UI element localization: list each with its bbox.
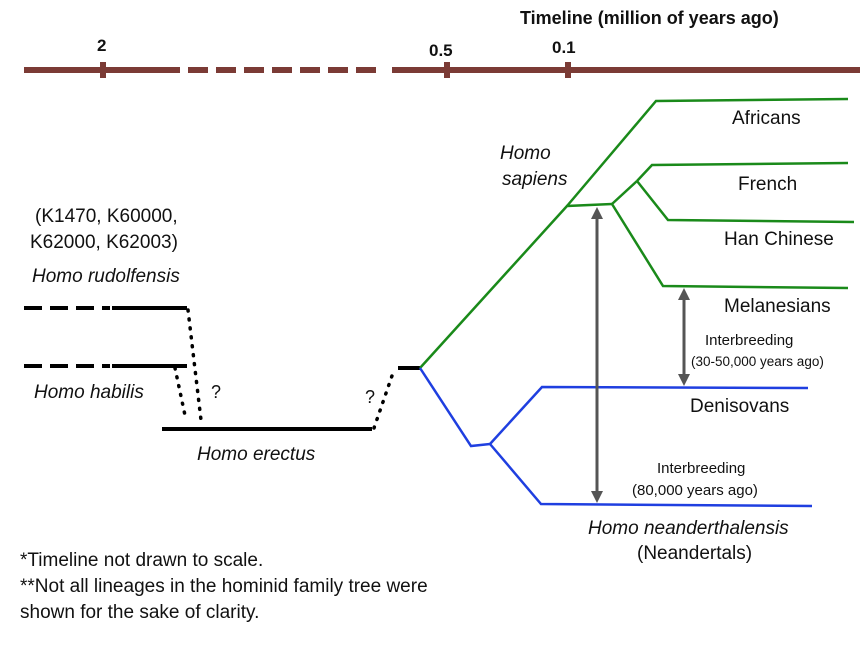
timeline-tick-label-0-1: 0.1 — [552, 38, 576, 57]
note-timeline-scale: *Timeline not drawn to scale. — [20, 550, 264, 571]
homo-erectus-label: Homo erectus — [197, 444, 316, 465]
neandertals-label: (Neandertals) — [637, 543, 753, 564]
melanesians-label: Melanesians — [724, 296, 831, 317]
interbreeding-arrows — [591, 207, 690, 503]
french-han-branch — [611, 180, 638, 205]
rudolfensis-specimens-line2: K62000, K62003) — [30, 232, 178, 253]
early-homo-lineages — [24, 306, 420, 431]
timeline-bar — [24, 62, 860, 78]
erectus-connector — [372, 368, 396, 430]
africans-label: Africans — [732, 108, 801, 129]
homo-sapiens-label-line1: Homo — [500, 143, 551, 164]
timeline-tick-0-5 — [444, 62, 450, 78]
note-lineages-line2: shown for the sake of clarity. — [20, 602, 260, 623]
denisovans-label: Denisovans — [690, 396, 790, 417]
interbreeding-label-1: Interbreeding — [705, 332, 794, 349]
neanderthal-branch — [489, 443, 813, 508]
interbreeding-label-2: Interbreeding — [657, 460, 746, 477]
homo-neanderthalensis-label: Homo neanderthalensis — [588, 518, 789, 539]
interbreeding-date-2: (80,000 years ago) — [632, 482, 758, 499]
homo-rudolfensis-label: Homo rudolfensis — [32, 266, 180, 287]
archaic-lineage — [418, 367, 813, 508]
timeline-title: Timeline (million of years ago) — [520, 8, 779, 28]
unknown-ancestry-mark-2: ? — [365, 387, 376, 407]
french-branch — [636, 161, 849, 182]
africans-branch — [566, 97, 849, 207]
rudolfensis-connector — [186, 308, 203, 422]
unknown-ancestry-mark-1: ? — [211, 382, 222, 402]
habilis-connector — [173, 366, 188, 422]
timeline-tick-label-2: 2 — [97, 36, 107, 55]
archaic-stem — [418, 367, 491, 448]
timeline-tick-2 — [100, 62, 106, 78]
timeline-tick-0-1 — [565, 62, 571, 78]
uncertain-connectors — [173, 308, 396, 430]
homo-sapiens-label-line2: sapiens — [502, 169, 568, 190]
homo-habilis-label: Homo habilis — [34, 382, 144, 403]
timeline-tick-label-0-5: 0.5 — [429, 41, 453, 60]
rudolfensis-specimens-line1: (K1470, K60000, — [35, 206, 178, 227]
sapiens-lineage — [419, 97, 855, 369]
denisovans-branch — [489, 385, 809, 445]
note-lineages-line1: **Not all lineages in the hominid family… — [20, 576, 428, 597]
han-branch — [636, 180, 855, 224]
french-label: French — [738, 174, 798, 195]
sapiens-stem — [419, 202, 613, 369]
han-chinese-label: Han Chinese — [724, 229, 834, 250]
melanesians-branch — [610, 203, 849, 290]
interbreeding-date-1: (30-50,000 years ago) — [691, 354, 824, 369]
